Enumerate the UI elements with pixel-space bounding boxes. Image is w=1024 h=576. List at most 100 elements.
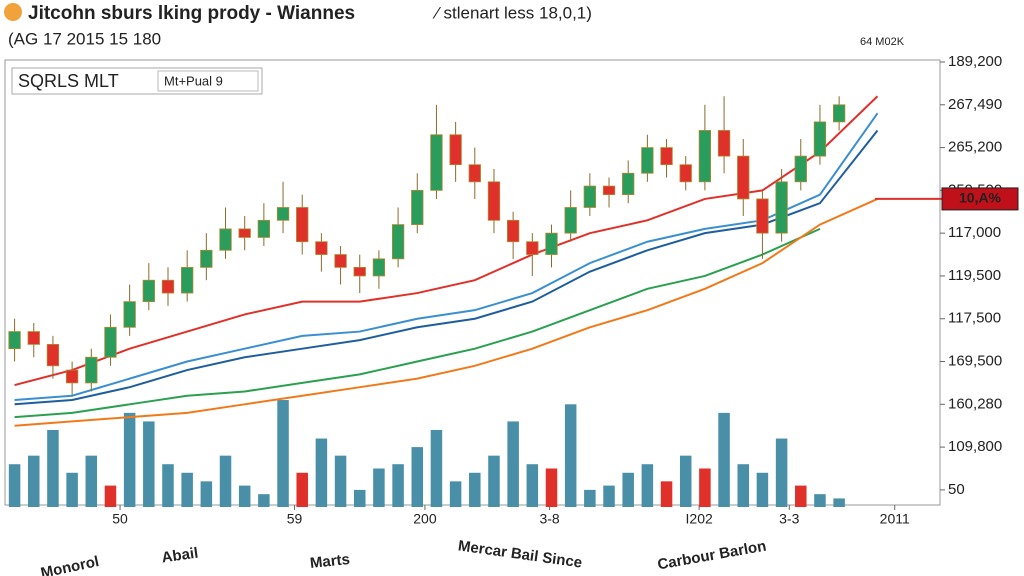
candle-body	[564, 207, 577, 234]
volume-bar	[430, 429, 443, 507]
x-tick-label: 3-3	[779, 511, 799, 527]
candle-body	[487, 181, 501, 221]
x-tick-label: 2011	[880, 511, 910, 527]
box-tag: Mt+Pual 9	[164, 73, 223, 88]
volume-bar	[564, 404, 577, 507]
x-tick-label: I202	[686, 511, 713, 527]
y-tick-label: 117,000	[948, 224, 1001, 241]
badge: 64 M02K	[860, 36, 905, 48]
candle-body	[506, 219, 520, 243]
candle-body	[372, 258, 386, 277]
candle-body	[85, 356, 98, 384]
candle-body	[679, 164, 692, 183]
candle-body	[449, 134, 462, 166]
bottom-label: Marts	[309, 551, 351, 572]
ma-line	[14, 129, 879, 406]
box-tag-frame	[157, 70, 259, 92]
volume-bar	[603, 485, 615, 507]
candle-body	[334, 254, 347, 268]
x-tick-label: 200	[413, 511, 437, 527]
volume-bar	[47, 429, 59, 507]
candle-body	[622, 172, 635, 196]
x-tick-label: 59	[287, 511, 303, 527]
price-tag-label: 10,A%	[959, 190, 1002, 206]
volume-bar	[469, 472, 481, 507]
candle-body	[660, 147, 673, 166]
candle-body	[238, 228, 251, 238]
y-tick-label: 119,500	[948, 267, 1001, 284]
volume-bar	[584, 489, 596, 507]
candle-body	[391, 224, 405, 260]
candle-body	[813, 121, 827, 157]
volume-bar	[353, 489, 366, 507]
volume-bar	[526, 464, 539, 507]
candle-body	[832, 104, 846, 123]
volume-bar	[123, 412, 136, 507]
candle-body	[257, 219, 271, 238]
title-suffix: ⁄ stlenart less 18,0,1)	[432, 3, 592, 22]
volume-bar	[66, 472, 78, 507]
y-tick-label: 169,500	[948, 352, 1002, 369]
candle-body	[430, 134, 443, 191]
candle-body	[756, 198, 769, 234]
volume-bar	[795, 485, 807, 507]
volume-bar	[258, 494, 270, 507]
volume-bar	[296, 472, 308, 507]
volume-bar	[641, 464, 654, 507]
volume-bar	[775, 438, 788, 507]
y-tick-label: 160,280	[948, 395, 1002, 412]
volume-bar	[833, 498, 845, 507]
candle-body	[104, 326, 117, 358]
volume-bar	[392, 464, 404, 507]
title: Jitcohn sburs lking prody - Wiannes	[28, 3, 355, 24]
y-tick-label: 267,490	[948, 96, 1002, 113]
bottom-label: Carbour Barlon	[656, 538, 767, 574]
bottom-label: Monorol	[39, 553, 100, 576]
candle-body	[717, 130, 731, 157]
plot-frame	[4, 59, 941, 506]
volume-bar	[449, 481, 462, 507]
volume-bar	[373, 468, 385, 507]
candle-body	[65, 369, 79, 384]
candle-body	[411, 189, 424, 225]
volume-bar	[85, 455, 98, 507]
ma-line	[14, 95, 879, 387]
candle-body	[27, 331, 40, 345]
candle-body	[775, 181, 788, 234]
x-tick-label: 50	[112, 511, 128, 527]
candle-body	[296, 207, 309, 243]
candle-body	[315, 241, 328, 255]
candle-body	[8, 331, 21, 350]
ma-line	[14, 112, 879, 402]
volume-bar	[200, 481, 213, 507]
bottom-label: Abail	[161, 545, 200, 567]
volume-bar	[488, 455, 500, 507]
volume-bar	[219, 455, 232, 507]
candle-body	[46, 344, 60, 367]
volume-bar	[181, 472, 193, 507]
candle-body	[181, 266, 194, 294]
volume-bar	[699, 468, 711, 507]
y-tick-label: 265,200	[948, 139, 1002, 156]
volume-bar	[411, 447, 424, 507]
candle-body	[468, 164, 481, 183]
volume-bar	[315, 438, 328, 507]
ma-line	[14, 198, 878, 427]
bottom-label: Mercar Bail Since	[457, 537, 583, 571]
volume-bar	[238, 485, 251, 507]
candle-body	[353, 266, 366, 277]
y-tick-label: 50	[948, 481, 965, 498]
volume-bar	[679, 455, 692, 507]
volume-bar	[162, 464, 174, 507]
candle-body	[602, 185, 616, 196]
candle-body	[219, 228, 232, 251]
volume-bar	[718, 412, 730, 507]
candle-body	[641, 147, 654, 174]
volume-bar	[277, 400, 289, 507]
volume-bar	[143, 421, 155, 507]
volume-bar	[660, 481, 673, 507]
candle-body	[161, 279, 175, 294]
volume-bar	[28, 455, 40, 507]
volume-bar	[545, 468, 558, 507]
